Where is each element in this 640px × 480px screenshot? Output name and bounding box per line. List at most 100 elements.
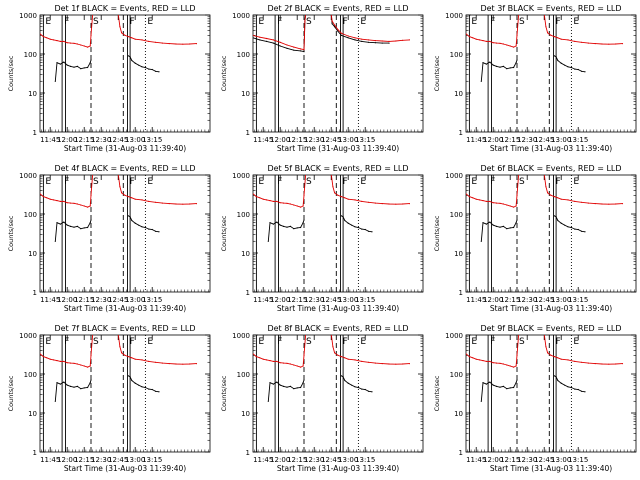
series-lld-point [475,38,477,40]
x-tick-label: 12:30 [91,296,111,304]
series-lld-point [175,43,177,45]
series-lld-point [466,33,467,35]
x-tick-label: 13:15 [142,296,162,304]
series-events-point [76,65,78,67]
series-lld-point [492,42,494,44]
x-tick-label: 11:45 [253,296,273,304]
series-lld-point [90,34,92,37]
series-lld-point [141,359,143,361]
event-marker-label: E [471,177,477,187]
series-lld-point [468,196,470,198]
series-lld-point [479,39,481,41]
y-axis-label: Counts/sec [220,215,228,251]
series-events-point [388,42,390,44]
x-tick-label: 12:15 [287,296,307,304]
series-events-point [567,226,569,228]
series-events-point [56,222,58,224]
event-marker-label: E [147,337,153,347]
series-lld-point [127,356,129,358]
series-lld-point [472,357,474,359]
series-events-point [293,49,295,51]
series-events-point [492,384,494,386]
series-lld-point [567,359,569,361]
series-events-point [502,65,504,67]
series-events-point [90,379,92,381]
x-tick-label: 11:45 [253,136,273,144]
series-events-point [557,379,559,382]
x-tick-label: 13:00 [551,456,571,464]
series-events-point [516,219,518,221]
panel-data-series [40,175,197,242]
series-events-point [581,390,583,392]
y-tick-label: 1000 [19,172,37,180]
series-lld-point [269,360,271,362]
series-events-point [66,384,68,386]
series-lld-point [303,354,305,356]
series-events-point [283,385,285,387]
series-events-point [506,228,508,230]
series-lld-point [89,45,91,47]
series-lld-point [168,43,170,45]
series-events-point [259,39,261,41]
series-events-point [253,37,254,39]
series-lld-point [155,201,157,203]
x-tick-label: 13:15 [355,296,375,304]
series-events-point [344,379,346,382]
series-lld-point [574,200,576,202]
x-tick-label: 13:00 [125,136,145,144]
series-lld-point [408,203,410,205]
series-lld-point [587,202,590,204]
series-events-point [489,61,491,63]
series-lld-point [80,204,82,206]
plot-frame [39,334,211,453]
series-lld-point [499,42,501,44]
plot-frame [465,334,637,453]
series-events-point [340,215,342,217]
y-tick-label: 1 [246,129,250,137]
series-lld-point [53,39,55,41]
panel-data-series [40,15,197,82]
series-lld-point [49,198,51,200]
series-lld-point [615,203,617,205]
series-events-point [570,226,573,229]
event-marker-label: E [147,17,153,27]
series-lld-point [482,40,484,42]
series-events-point [581,70,583,72]
series-events-point [515,62,517,64]
series-events-point [502,385,504,387]
event-marker-label: E [258,337,264,347]
event-marker-label: F [130,337,135,347]
panel-det-9: Det 9f BLACK = Events, RED = LLD Counts/s… [433,324,637,473]
series-events-point [83,67,85,69]
series-events-point [509,227,511,229]
series-lld-point [557,37,559,39]
series-events-point [584,231,586,233]
series-events-point [272,223,274,225]
series-events-point [80,228,82,230]
panel-title: Det 8f BLACK = Events, RED = LLD [267,324,408,333]
event-marker-label: F [490,337,495,347]
series-lld-point [408,363,410,365]
series-events-point [337,30,339,32]
x-tick-label: 12:45 [534,136,554,144]
y-tick-label: 1000 [445,12,463,20]
series-events-point [482,222,484,224]
x-tick-label: 12:45 [108,456,128,464]
series-lld-point [70,362,72,364]
event-marker-label: E [45,177,51,187]
series-lld-point [581,201,583,203]
event-marker-label: F [343,17,348,27]
series-events-point [302,382,304,384]
series-lld-point [485,360,487,362]
panel-det-5: Det 5f BLACK = Events, RED = LLD Counts/s… [220,164,424,313]
y-tick-label: 10 [241,410,250,418]
series-events-point [83,227,85,229]
series-events-point [289,225,291,227]
series-events-point [70,65,72,67]
series-events-point [127,375,129,377]
event-marker-label: F [130,177,135,187]
series-lld-point [80,364,82,366]
series-lld-point [70,202,72,204]
y-tick-label: 10 [28,410,37,418]
series-events-point [134,382,136,384]
